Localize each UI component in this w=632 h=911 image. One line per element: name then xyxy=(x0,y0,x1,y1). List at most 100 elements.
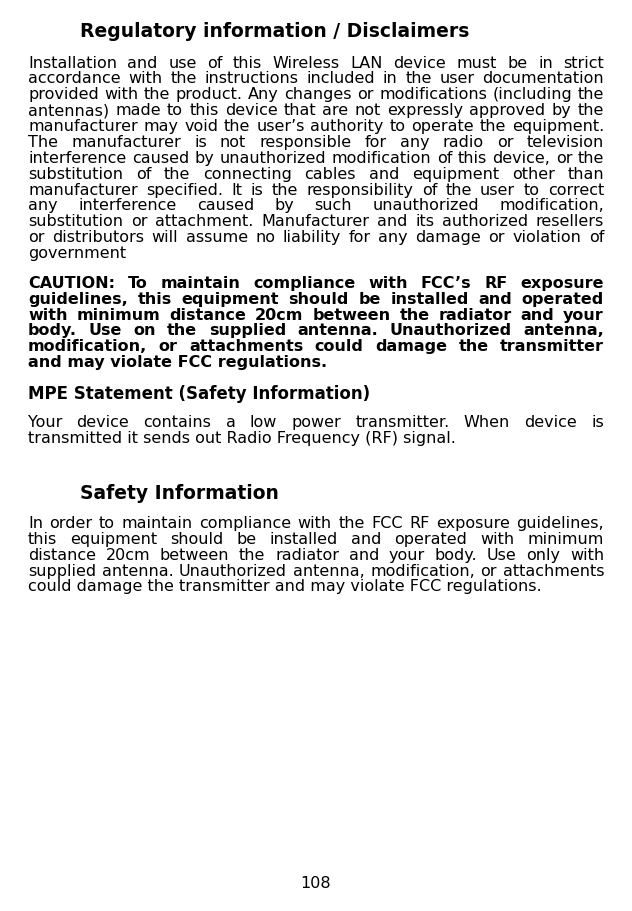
Text: of: of xyxy=(588,230,604,245)
Text: be: be xyxy=(358,292,380,307)
Text: not: not xyxy=(220,135,246,150)
Text: RF: RF xyxy=(484,276,507,291)
Text: the: the xyxy=(578,87,604,102)
Text: accordance: accordance xyxy=(28,71,121,87)
Text: operated: operated xyxy=(522,292,604,307)
Text: in: in xyxy=(538,56,553,70)
Text: and may violate FCC regulations.: and may violate FCC regulations. xyxy=(28,355,327,370)
Text: manufacturer: manufacturer xyxy=(71,135,181,150)
Text: manufacturer: manufacturer xyxy=(28,182,138,198)
Text: on: on xyxy=(133,323,155,339)
Text: product.: product. xyxy=(176,87,243,102)
Text: and: and xyxy=(369,167,399,181)
Text: in: in xyxy=(383,71,398,87)
Text: or: or xyxy=(28,230,44,245)
Text: minimum: minimum xyxy=(528,532,604,547)
Text: Unauthorized: Unauthorized xyxy=(179,564,287,578)
Text: caused: caused xyxy=(197,199,254,213)
Text: exposure: exposure xyxy=(436,516,510,531)
Text: or: or xyxy=(159,339,178,354)
Text: the: the xyxy=(446,182,471,198)
Text: It: It xyxy=(231,182,242,198)
Text: CAUTION:: CAUTION: xyxy=(28,276,115,291)
Text: power: power xyxy=(291,415,341,430)
Text: to: to xyxy=(523,182,540,198)
Text: (including: (including xyxy=(492,87,572,102)
Text: distributors: distributors xyxy=(52,230,144,245)
Text: supplied: supplied xyxy=(209,323,286,339)
Text: with: with xyxy=(28,308,68,322)
Text: antenna.: antenna. xyxy=(102,564,173,578)
Text: Unauthorized: Unauthorized xyxy=(390,323,512,339)
Text: modifications: modifications xyxy=(379,87,487,102)
Text: When: When xyxy=(464,415,510,430)
Text: television: television xyxy=(526,135,604,150)
Text: could: could xyxy=(315,339,363,354)
Text: antenna.: antenna. xyxy=(298,323,378,339)
Text: with: with xyxy=(128,71,162,87)
Text: be: be xyxy=(237,532,257,547)
Text: made: made xyxy=(115,103,161,118)
Text: be: be xyxy=(507,56,528,70)
Text: equipment: equipment xyxy=(412,167,499,181)
Text: or: or xyxy=(480,564,497,578)
Text: equipment.: equipment. xyxy=(512,119,604,134)
Text: installed: installed xyxy=(391,292,469,307)
Text: is: is xyxy=(251,182,264,198)
Text: government: government xyxy=(28,246,126,261)
Text: installed: installed xyxy=(270,532,338,547)
Text: antenna,: antenna, xyxy=(523,323,604,339)
Text: specified.: specified. xyxy=(146,182,223,198)
Text: To: To xyxy=(128,276,148,291)
Text: this: this xyxy=(189,103,219,118)
Text: Any: Any xyxy=(248,87,279,102)
Text: such: such xyxy=(314,199,352,213)
Text: antenna,: antenna, xyxy=(293,564,365,578)
Text: antennas): antennas) xyxy=(28,103,109,118)
Text: of: of xyxy=(136,167,151,181)
Text: between: between xyxy=(160,548,229,563)
Text: your: your xyxy=(563,308,604,322)
Text: or: or xyxy=(556,150,572,166)
Text: interference: interference xyxy=(28,150,126,166)
Text: device: device xyxy=(225,103,277,118)
Text: equipment: equipment xyxy=(181,292,279,307)
Text: not: not xyxy=(355,103,381,118)
Text: substitution: substitution xyxy=(28,167,123,181)
Text: In: In xyxy=(28,516,43,531)
Text: with: with xyxy=(480,532,514,547)
Text: user: user xyxy=(439,71,475,87)
Text: distance: distance xyxy=(169,308,246,322)
Text: of: of xyxy=(422,182,437,198)
Text: should: should xyxy=(288,292,349,307)
Text: transmitter.: transmitter. xyxy=(355,415,449,430)
Text: equipment: equipment xyxy=(70,532,157,547)
Text: compliance: compliance xyxy=(253,276,356,291)
Text: the: the xyxy=(167,323,197,339)
Text: cables: cables xyxy=(305,167,356,181)
Text: any: any xyxy=(28,199,58,213)
Text: by: by xyxy=(274,199,294,213)
Text: body.: body. xyxy=(435,548,477,563)
Text: should: should xyxy=(171,532,224,547)
Text: its: its xyxy=(415,214,434,230)
Text: modification,: modification, xyxy=(28,339,147,354)
Text: and: and xyxy=(128,56,158,70)
Text: contains: contains xyxy=(143,415,212,430)
Text: for: for xyxy=(348,230,370,245)
Text: Safety Information: Safety Information xyxy=(80,485,279,504)
Text: substitution: substitution xyxy=(28,214,123,230)
Text: radio: radio xyxy=(443,135,484,150)
Text: unauthorized: unauthorized xyxy=(220,150,326,166)
Text: will: will xyxy=(152,230,178,245)
Text: resellers: resellers xyxy=(536,214,604,230)
Text: distance: distance xyxy=(28,548,96,563)
Text: device: device xyxy=(525,415,577,430)
Text: manufacturer: manufacturer xyxy=(28,119,138,134)
Text: this: this xyxy=(458,150,487,166)
Text: other: other xyxy=(512,167,555,181)
Text: the: the xyxy=(272,182,298,198)
Text: strict: strict xyxy=(563,56,604,70)
Text: or: or xyxy=(497,135,514,150)
Text: violation: violation xyxy=(513,230,581,245)
